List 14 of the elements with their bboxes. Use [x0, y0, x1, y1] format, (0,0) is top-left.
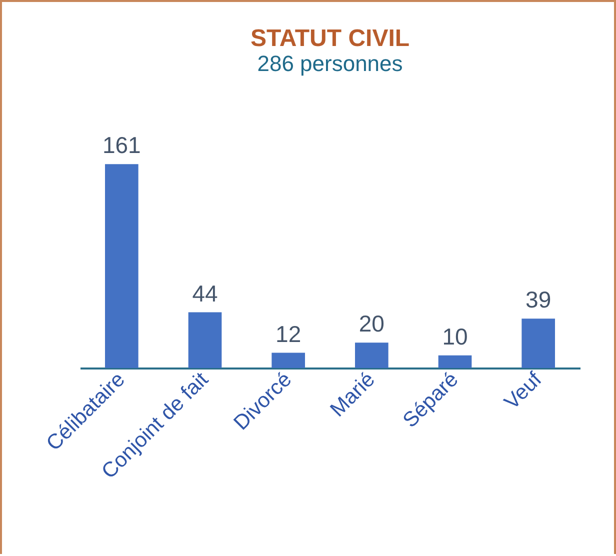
data-label: 44 — [192, 280, 218, 306]
data-label: 161 — [102, 132, 141, 158]
data-label: 20 — [358, 310, 384, 337]
data-label: 10 — [442, 323, 468, 350]
bar — [438, 355, 472, 368]
chart-title: STATUT CIVIL — [250, 25, 410, 52]
bar — [355, 342, 388, 368]
bar — [272, 352, 305, 368]
chart-subtitle: 286 personnes — [257, 51, 403, 76]
data-label: 12 — [276, 320, 302, 347]
data-label: 39 — [526, 286, 552, 313]
bar — [188, 312, 222, 368]
bar — [522, 318, 555, 368]
bar — [105, 164, 138, 368]
